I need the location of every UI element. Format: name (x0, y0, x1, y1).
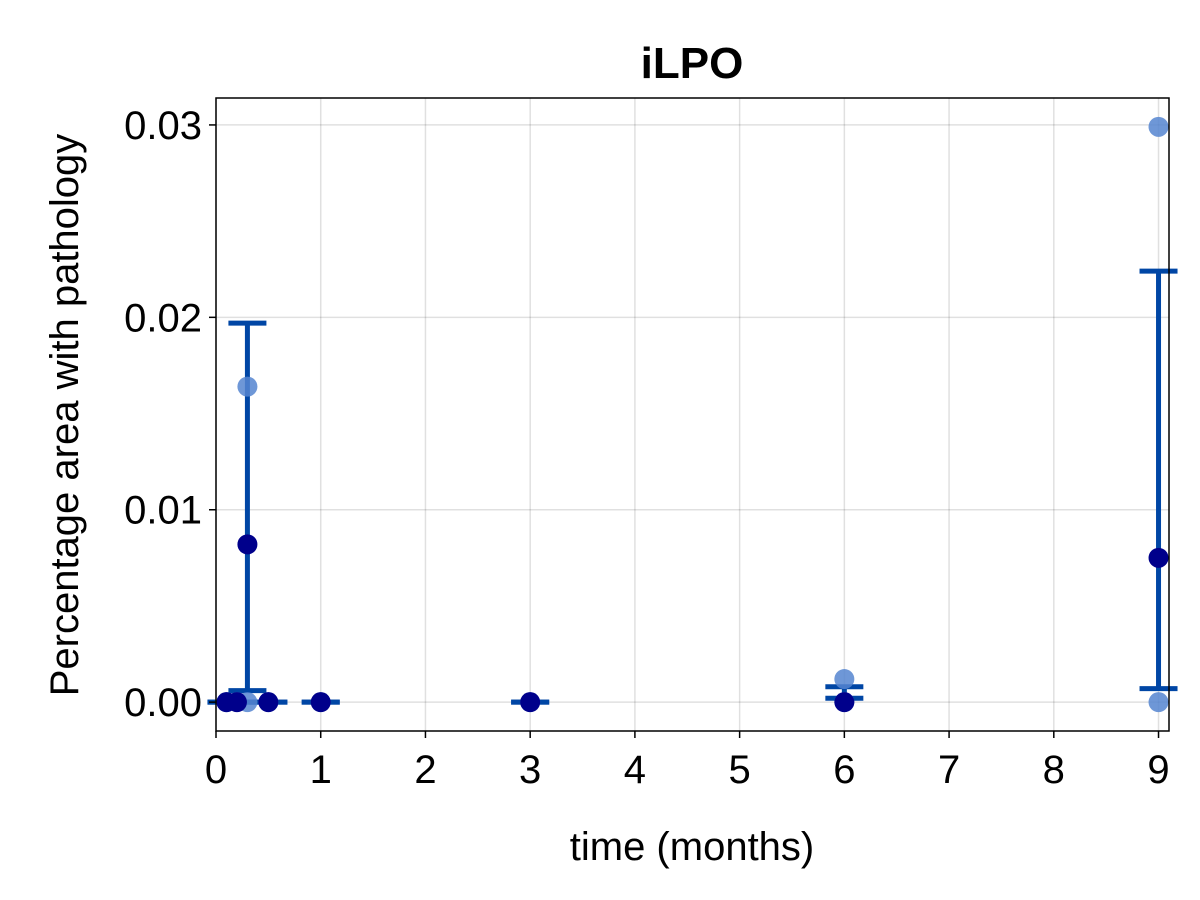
y-tick-label: 0.01 (124, 489, 202, 533)
y-tick-label: 0.02 (124, 296, 202, 340)
x-tick-label: 2 (414, 748, 436, 792)
x-axis-label: time (months) (570, 825, 815, 869)
mean-point (1148, 547, 1169, 568)
x-tick-label: 3 (519, 748, 541, 792)
individual-point (834, 669, 855, 690)
x-tick-label: 7 (938, 748, 960, 792)
mean-point (226, 692, 247, 713)
mean-point (310, 692, 331, 713)
individual-point (1148, 116, 1169, 137)
x-tick-label: 4 (624, 748, 646, 792)
grid (215, 98, 1169, 731)
data-points (216, 116, 1169, 713)
y-tick-label: 0.00 (124, 681, 202, 725)
x-tick-label: 5 (729, 748, 751, 792)
x-tick-label: 9 (1147, 748, 1169, 792)
plot-frame (215, 97, 1170, 732)
y-axis-label: Percentage area with pathology (43, 134, 87, 697)
individual-point (1148, 692, 1169, 713)
x-tick-label: 8 (1043, 748, 1065, 792)
y-tick-label: 0.03 (124, 104, 202, 148)
mean-point (258, 692, 279, 713)
x-tick-label: 0 (205, 748, 227, 792)
chart-title: iLPO (641, 39, 744, 88)
mean-point (237, 534, 258, 555)
axis-ticks: 0 1 2 3 4 5 6 7 8 9 0.00 0.01 0.02 0.03 (124, 104, 1170, 792)
x-tick-label: 1 (310, 748, 332, 792)
mean-point (834, 692, 855, 713)
mean-point (520, 692, 541, 713)
error-bars (207, 268, 1178, 705)
individual-point (237, 376, 258, 397)
x-tick-label: 6 (833, 748, 855, 792)
